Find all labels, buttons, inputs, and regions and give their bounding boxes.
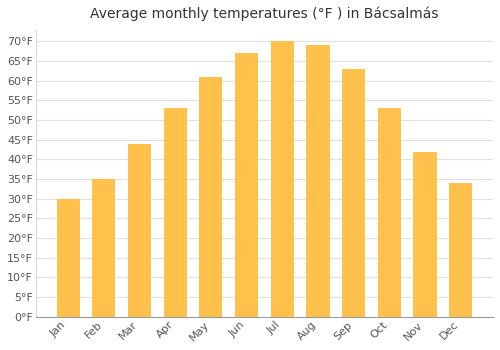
Bar [56, 199, 80, 317]
Bar [270, 41, 294, 317]
Bar [449, 183, 472, 317]
Bar [92, 179, 116, 317]
Bar [164, 108, 187, 317]
Bar [128, 144, 151, 317]
Bar [200, 77, 222, 317]
Bar [342, 69, 365, 317]
Bar [306, 45, 330, 317]
Bar [235, 53, 258, 317]
Bar [378, 108, 401, 317]
Title: Average monthly temperatures (°F ) in Bácsalmás: Average monthly temperatures (°F ) in Bá… [90, 7, 439, 21]
Bar [414, 152, 436, 317]
